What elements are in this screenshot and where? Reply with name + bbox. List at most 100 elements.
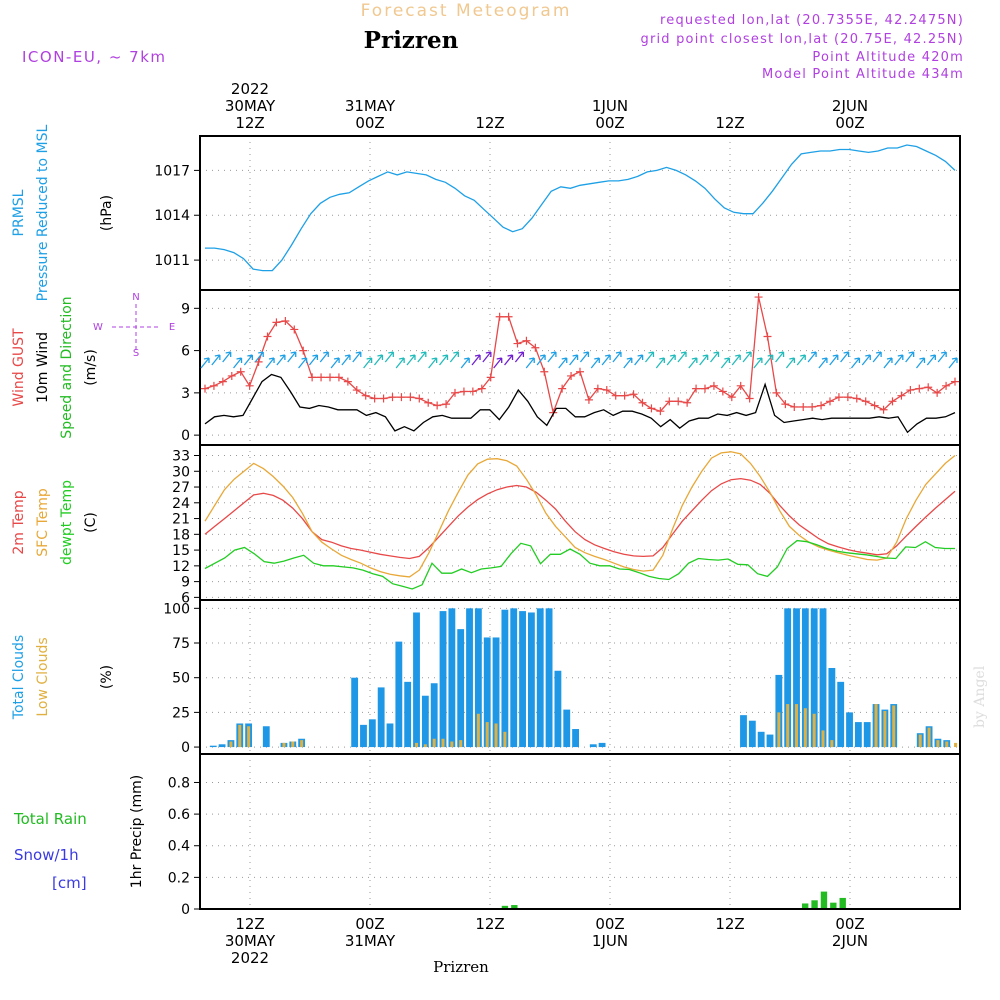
gust-marker — [906, 386, 915, 395]
rain-bar — [830, 902, 837, 909]
cloud-bar — [404, 681, 412, 748]
low-cloud-bar — [777, 712, 781, 748]
time-label-bottom: 2JUN — [832, 932, 868, 950]
gust-marker — [629, 390, 638, 399]
compass-cross — [112, 304, 160, 350]
watermark: by Angel — [972, 665, 988, 728]
gust-marker — [942, 381, 951, 390]
panel-label-pressure: PRMSL — [11, 189, 27, 236]
panel-label-pressure: (hPa) — [99, 195, 115, 231]
gust-marker — [656, 407, 665, 416]
gust-marker — [388, 393, 397, 402]
time-label-bottom: 12Z — [715, 915, 744, 933]
low-cloud-bar — [830, 740, 834, 748]
panel-label-temperature: (C) — [83, 512, 99, 533]
precip-snow-label: Snow/1h — [14, 846, 79, 864]
low-cloud-bar — [247, 726, 251, 748]
gust-marker — [790, 402, 799, 411]
gust-marker — [763, 332, 772, 341]
cloud-bar — [501, 609, 509, 748]
gust-marker — [638, 398, 647, 407]
wind-arrow — [471, 354, 481, 366]
wind-arrow — [298, 357, 308, 369]
gust-marker — [692, 384, 701, 393]
requested-coords: requested lon,lat (20.7355E, 42.2475N) — [660, 13, 964, 28]
gust-marker — [486, 373, 495, 382]
gust-marker — [326, 373, 334, 382]
gust-marker — [442, 400, 451, 409]
point-altitude: Point Altitude 420m — [812, 50, 964, 65]
gust-marker — [236, 367, 245, 376]
series-sfc — [204, 451, 956, 578]
gust-marker — [308, 373, 317, 382]
rain-bar — [511, 905, 518, 909]
low-cloud-bar — [432, 738, 436, 748]
panel-frame — [199, 135, 961, 291]
cloud-bar — [386, 723, 394, 748]
gust-marker — [433, 401, 442, 410]
low-cloud-bar — [485, 722, 489, 748]
wind-arrow — [276, 354, 286, 366]
gust-marker — [459, 387, 468, 396]
gust-marker — [272, 318, 281, 327]
low-cloud-bar — [415, 742, 419, 748]
cloud-bar — [448, 608, 456, 748]
cloud-bar — [828, 667, 836, 748]
gust-marker — [647, 404, 656, 413]
y-tick-label: 0.8 — [168, 775, 190, 791]
cloud-bar — [527, 612, 535, 748]
time-label-bottom: 30MAY — [225, 932, 276, 950]
wind-arrow — [514, 351, 525, 363]
gust-marker — [852, 394, 861, 403]
gust-marker — [924, 383, 933, 392]
rain-bar — [811, 900, 818, 909]
cloud-bar — [846, 712, 853, 748]
panel-precip: 0 0.2 0.4 0.6 0.8 1hr Precip (mm) Total Rain Sn… — [13, 753, 961, 918]
gust-marker — [951, 377, 959, 386]
cloud-bar — [563, 709, 571, 748]
wind-arrow — [785, 357, 796, 369]
time-label-top: 00Z — [595, 114, 624, 132]
low-cloud-bar — [795, 704, 799, 748]
wind-arrow — [536, 354, 546, 366]
gust-marker — [834, 393, 843, 402]
time-label-top: 31MAY — [345, 97, 396, 115]
low-cloud-bar — [945, 741, 949, 748]
gust-marker — [888, 397, 897, 406]
gust-marker — [817, 401, 826, 410]
low-cloud-bar — [812, 713, 816, 748]
low-cloud-bar — [936, 740, 940, 748]
time-label-bottom: 00Z — [835, 915, 864, 933]
wind-arrow — [233, 357, 243, 369]
gust-marker — [540, 367, 549, 376]
cloud-bar — [474, 608, 482, 748]
y-tick-label: 25 — [172, 705, 190, 721]
time-label-bottom: 00Z — [595, 915, 624, 933]
gust-marker — [370, 394, 379, 403]
cloud-bar — [837, 681, 845, 748]
wind-arrow — [764, 354, 774, 366]
time-label-top: 2JUN — [832, 97, 868, 115]
wind-arrow — [775, 351, 785, 363]
gust-marker — [602, 386, 611, 395]
wind-arrow — [265, 357, 275, 369]
low-cloud-bar — [874, 704, 878, 748]
low-cloud-bar — [786, 704, 790, 748]
wind-arrow — [655, 357, 665, 369]
cloud-bar — [784, 608, 792, 748]
gust-marker — [451, 388, 459, 397]
cloud-bar — [810, 608, 818, 748]
y-tick-label: 1017 — [154, 163, 190, 179]
gust-marker — [406, 393, 415, 402]
gust-marker — [415, 394, 424, 403]
wind-arrow — [948, 357, 958, 369]
wind-arrow — [590, 357, 600, 369]
gust-marker — [915, 384, 924, 393]
wind-arrow — [829, 354, 839, 366]
gust-marker — [826, 397, 834, 406]
super-title: Forecast Meteogram — [361, 1, 572, 21]
low-cloud-bar — [918, 734, 922, 748]
panel-label-wind: Wind GUST — [11, 328, 27, 407]
y-tick-label: 0.2 — [168, 870, 190, 886]
